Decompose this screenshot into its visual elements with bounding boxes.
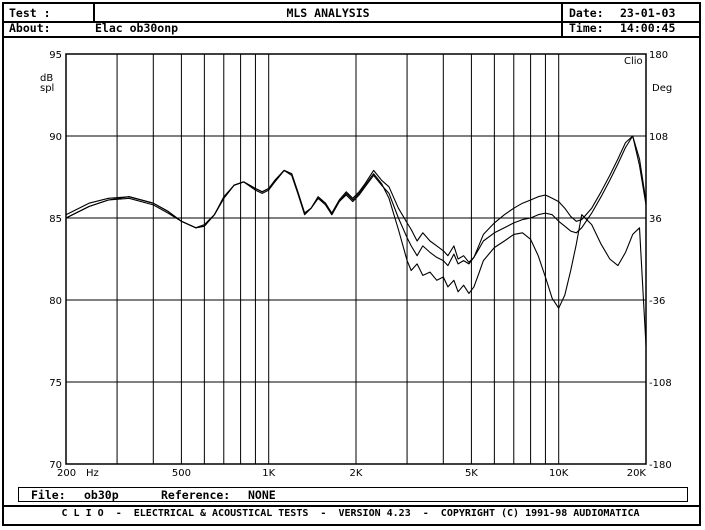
date-label: Date:	[569, 6, 604, 20]
header-separator-left	[93, 2, 95, 22]
x-tick-label: 1K	[262, 468, 275, 479]
file-info-bar	[18, 487, 688, 502]
y-tick-label: 70	[49, 460, 62, 471]
y2-tick-label: 36	[649, 214, 662, 225]
time-value: 14:00:45	[620, 21, 676, 35]
x-tick-label: 10K	[549, 468, 569, 479]
clio-brand-mark: Clio	[624, 56, 643, 67]
header-divider	[2, 21, 701, 23]
footer-text: - ELECTRICAL & ACOUSTICAL TESTS - VERSIO…	[115, 508, 640, 519]
y-tick-label: 75	[49, 378, 62, 389]
about-label: About:	[9, 21, 51, 35]
y-tick-label: 95	[49, 50, 62, 61]
series-layer	[65, 135, 647, 346]
page-title: MLS ANALYSIS	[286, 6, 370, 20]
x-tick-label: 20K	[627, 468, 647, 479]
series-line-3	[65, 169, 647, 346]
footer-bar: C L I O - ELECTRICAL & ACOUSTICAL TESTS …	[4, 508, 697, 519]
y-axis-label: dB	[40, 73, 53, 84]
footer-brand: C L I O	[61, 508, 104, 519]
reference-value: NONE	[248, 488, 276, 502]
x-axis-label: Hz	[86, 468, 99, 479]
reference-label: Reference:	[161, 488, 231, 502]
header-separator-right	[561, 2, 563, 36]
x-tick-label: 5K	[465, 468, 478, 479]
file-label: File:	[31, 488, 66, 502]
footer-divider	[2, 505, 701, 507]
file-value: ob30p	[84, 488, 119, 502]
header-bottom-border	[2, 36, 701, 38]
y2-tick-label: -36	[649, 296, 665, 307]
label-layer: 70 75 80 85 90 95 -180 -108 -36 36 108 180 200 500 1K 2…	[40, 50, 672, 479]
x-tick-label: 500	[172, 468, 191, 479]
date-value: 23-01-03	[620, 6, 676, 20]
y2-tick-label: 180	[649, 50, 668, 61]
y-tick-label: 80	[49, 296, 62, 307]
x-tick-label: 200	[57, 468, 76, 479]
y2-tick-label: -108	[649, 378, 672, 389]
grid-layer	[66, 53, 647, 465]
y2-axis-label: Deg	[652, 83, 672, 94]
time-label: Time:	[569, 21, 604, 35]
about-value: Elac ob30onp	[95, 21, 179, 35]
y2-tick-label: -180	[649, 460, 672, 471]
plot-border	[65, 53, 647, 465]
y-tick-label: 85	[49, 214, 62, 225]
y-tick-label: 90	[49, 132, 62, 143]
y2-tick-label: 108	[649, 132, 668, 143]
x-tick-label: 2K	[350, 468, 363, 479]
test-label: Test :	[9, 6, 51, 20]
y-axis-label: spl	[40, 83, 54, 94]
